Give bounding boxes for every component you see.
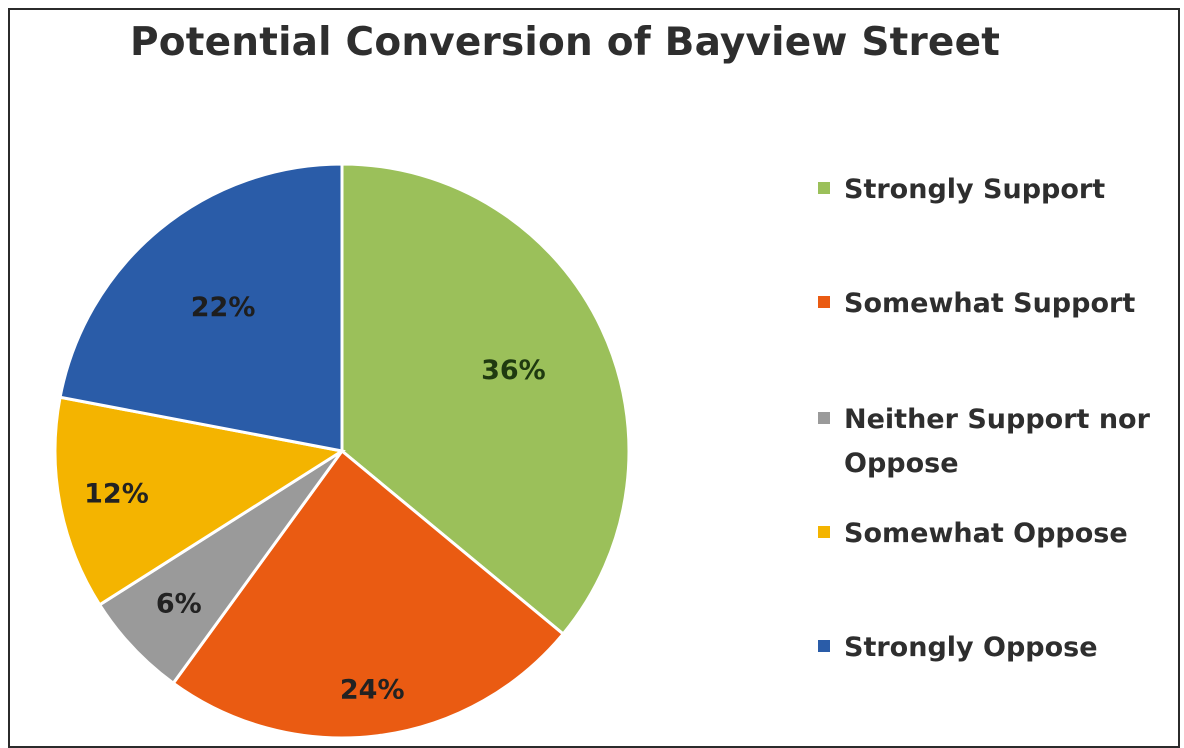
pie-label-somewhat-oppose: 12% [84, 479, 149, 510]
pie-label-strongly-oppose: 22% [191, 292, 256, 323]
legend-swatch-strongly-oppose [818, 640, 830, 652]
legend-swatch-somewhat-oppose [818, 526, 830, 538]
legend: Strongly Support Somewhat Support Neithe… [818, 168, 1178, 668]
chart-title: Potential Conversion of Bayview Street [130, 20, 1001, 65]
pie-label-somewhat-support: 24% [340, 675, 405, 706]
pie-slice-strongly-oppose [58, 162, 344, 453]
pie-labels: 36% 24% 6% 12% 22% [84, 292, 546, 706]
legend-item-somewhat-oppose: Somewhat Oppose [818, 512, 1174, 556]
pie-slice-strongly-support [340, 162, 631, 637]
pie-slices [53, 162, 631, 740]
pie-slice-somewhat-support [171, 448, 566, 740]
legend-swatch-somewhat-support [818, 296, 830, 308]
legend-label: Somewhat Oppose [844, 518, 1128, 549]
pie-slice-somewhat-oppose [53, 395, 347, 607]
legend-item-somewhat-support: Somewhat Support [818, 282, 1174, 326]
legend-label: Neither Support nor Oppose [844, 404, 1150, 479]
legend-label: Strongly Oppose [844, 632, 1098, 663]
legend-label: Strongly Support [844, 174, 1106, 205]
legend-item-strongly-support: Strongly Support [818, 168, 1174, 212]
legend-item-strongly-oppose: Strongly Oppose [818, 626, 1174, 670]
legend-item-neither: Neither Support nor Oppose [818, 398, 1174, 486]
pie-label-neither-support-nor-oppose: 6% [156, 589, 202, 620]
legend-swatch-neither [818, 412, 830, 424]
legend-swatch-strongly-support [818, 182, 830, 194]
legend-label: Somewhat Support [844, 288, 1136, 319]
pie-label-strongly-support: 36% [481, 355, 546, 386]
